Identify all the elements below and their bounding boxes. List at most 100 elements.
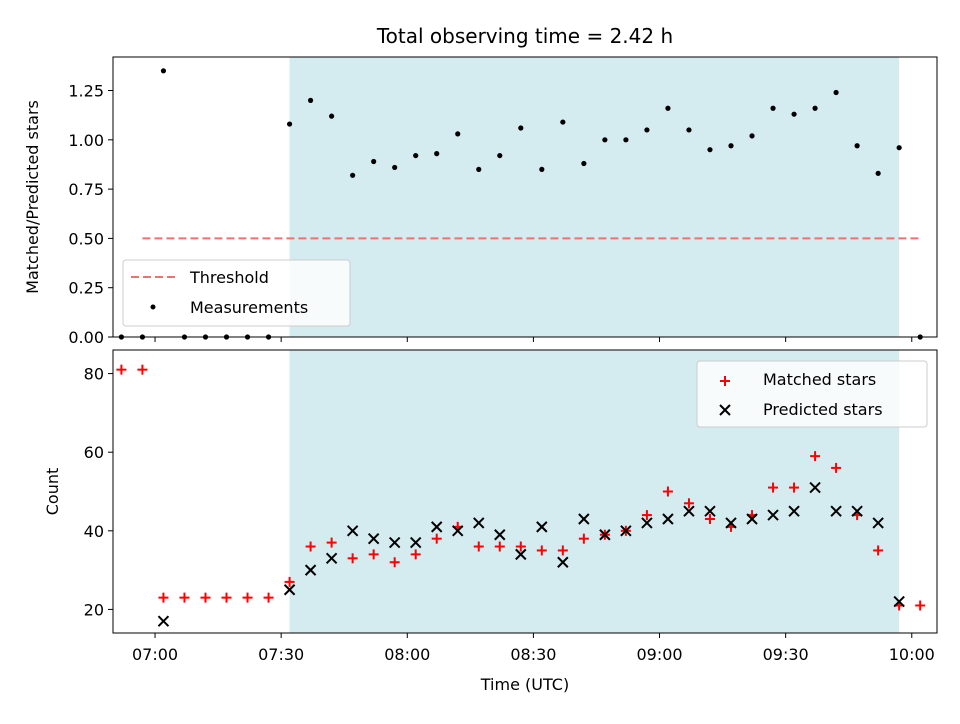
matched-star-point	[179, 592, 190, 603]
predicted-star-point	[367, 532, 380, 545]
measurement-point	[875, 170, 881, 176]
measurement-point	[707, 147, 713, 153]
matched-star-point	[368, 549, 379, 560]
measurement-point	[665, 105, 671, 111]
predicted-star-point	[641, 517, 653, 529]
predicted-star-point	[157, 615, 170, 627]
matched-star-point	[641, 510, 652, 521]
predicted-legend-swatch	[719, 404, 731, 416]
matched-star-point	[915, 600, 926, 611]
matched-star-point	[305, 541, 316, 552]
predicted-star-point	[872, 517, 884, 529]
count-legend-box	[696, 360, 928, 428]
predicted-star-point	[409, 536, 422, 549]
matched-star-point	[326, 537, 337, 548]
predicted-star-point	[494, 529, 506, 541]
matched-star-point	[831, 462, 842, 473]
measurement-point	[854, 143, 860, 149]
x-axis-label: Time (UTC)	[480, 675, 569, 694]
measurement-point	[350, 172, 356, 178]
x-tick-label: 09:30	[763, 645, 809, 664]
measurements-legend-label: Measurements	[190, 298, 308, 317]
predicted-star-point	[578, 513, 590, 525]
measurement-point	[791, 111, 797, 117]
matched-star-point	[410, 549, 421, 560]
matched-legend-swatch	[720, 376, 730, 386]
predicted-star-point	[893, 595, 905, 608]
matched-star-point	[242, 592, 253, 603]
matched-star-point	[683, 498, 694, 509]
predicted-star-point	[388, 536, 401, 549]
predicted-star-point	[620, 525, 632, 537]
count-y-tick-label: 80	[84, 365, 104, 384]
count-y-tick-label: 60	[84, 443, 104, 462]
count-y-ticks: 20 40 60 80	[84, 365, 113, 619]
matched-star-point	[347, 553, 358, 564]
measurement-point	[371, 158, 377, 165]
x-tick-label: 08:00	[384, 645, 430, 664]
predicted-star-point	[473, 517, 485, 529]
predicted-star-point	[725, 517, 737, 529]
threshold-legend-label: Threshold	[189, 268, 269, 287]
measurement-point	[602, 137, 608, 143]
count-axes-frame	[112, 349, 938, 634]
matched-star-point	[116, 364, 127, 375]
predicted-star-point	[452, 525, 464, 537]
measurement-point	[686, 127, 692, 133]
ratio-panel: 0.00 0.25 0.50 0.75 1.00 1.25 Total observing…	[23, 24, 938, 347]
count-legend: Matched stars Predicted stars	[696, 360, 928, 428]
count-y-axis-label: Count	[43, 468, 62, 516]
x-tick-label: 10:00	[889, 645, 935, 664]
predicted-star-point	[304, 564, 317, 576]
predicted-star-point	[683, 505, 695, 517]
measurement-point	[749, 133, 755, 139]
predicted-star-point	[283, 584, 296, 596]
measurement-point	[455, 131, 461, 137]
predicted-star-point	[767, 509, 779, 521]
matched-star-point	[789, 482, 800, 493]
ratio-y-tick-label: 0.25	[68, 279, 104, 298]
matched-star-point	[810, 451, 821, 462]
predicted-star-point	[704, 505, 716, 517]
measurement-point	[160, 68, 167, 74]
measurement-point	[560, 119, 566, 125]
predicted-star-point	[662, 513, 674, 525]
measurement-point	[497, 152, 503, 159]
matched-star-point	[557, 545, 568, 556]
ratio-y-tick-label: 0.50	[68, 229, 104, 248]
measurement-point	[833, 89, 839, 96]
measurement-point	[518, 125, 524, 131]
x-tick-label: 07:00	[132, 645, 178, 664]
measurement-point	[413, 152, 419, 159]
predicted-star-point	[346, 525, 359, 537]
measurement-point	[434, 151, 440, 157]
predicted-star-point	[515, 548, 527, 561]
matched-legend-label: Matched stars	[763, 370, 876, 389]
count-y-tick-label: 40	[84, 522, 104, 541]
matched-star-point	[494, 541, 505, 552]
chart-title: Total observing time = 2.42 h	[376, 24, 673, 48]
ratio-legend: Threshold Measurements	[122, 259, 351, 327]
measurement-point	[286, 121, 293, 127]
measurement-point	[812, 105, 818, 111]
matched-star-point	[389, 557, 400, 568]
ratio-y-tick-label: 1.25	[68, 82, 104, 101]
measurement-point	[770, 105, 776, 111]
ratio-y-tick-label: 1.00	[68, 131, 104, 150]
predicted-star-point	[809, 481, 821, 494]
measurement-point	[476, 166, 482, 172]
matched-star-point	[662, 486, 673, 497]
measurement-point	[329, 113, 335, 119]
measurement-point	[392, 164, 398, 171]
matched-star-point	[137, 364, 148, 375]
predicted-star-point	[746, 513, 758, 525]
predicted-star-point	[788, 505, 800, 517]
measurement-point	[896, 145, 902, 151]
measurement-point	[644, 127, 650, 133]
measurement-point	[728, 143, 734, 149]
ratio-x-ticks	[154, 337, 913, 342]
x-tick-label: 08:30	[510, 645, 556, 664]
matched-star-point	[221, 592, 232, 603]
predicted-star-point	[431, 521, 443, 533]
